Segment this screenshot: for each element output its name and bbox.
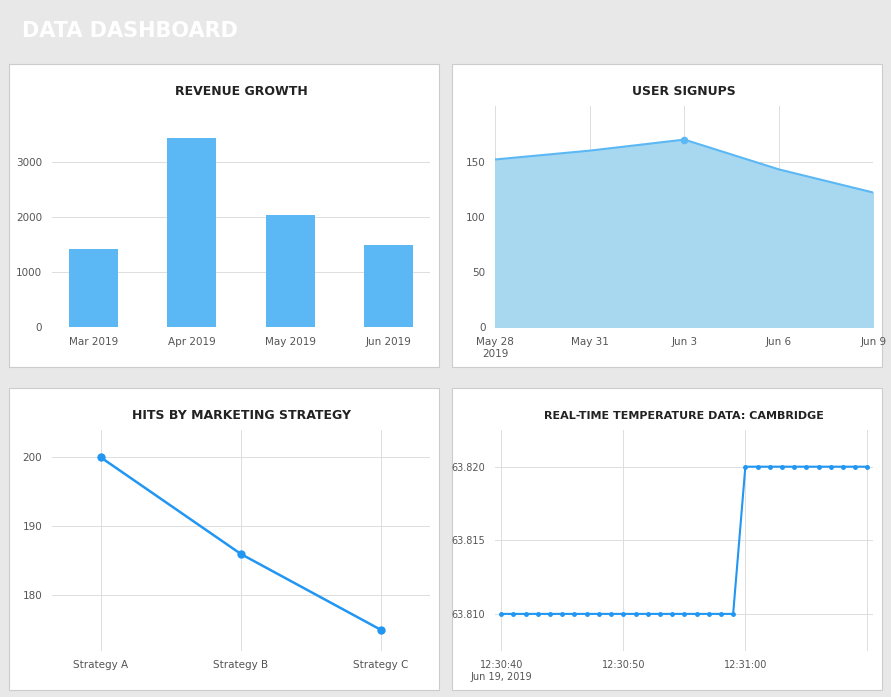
- Title: REAL-TIME TEMPERATURE DATA: CAMBRIDGE: REAL-TIME TEMPERATURE DATA: CAMBRIDGE: [544, 411, 824, 421]
- Text: DATA DASHBOARD: DATA DASHBOARD: [22, 22, 238, 41]
- Bar: [168, 138, 217, 328]
- Point: [677, 134, 691, 145]
- Bar: [364, 245, 413, 328]
- Bar: [69, 249, 119, 328]
- Title: REVENUE GROWTH: REVENUE GROWTH: [175, 85, 307, 98]
- Bar: [266, 215, 315, 328]
- Title: USER SIGNUPS: USER SIGNUPS: [633, 85, 736, 98]
- Title: HITS BY MARKETING STRATEGY: HITS BY MARKETING STRATEGY: [132, 408, 350, 422]
